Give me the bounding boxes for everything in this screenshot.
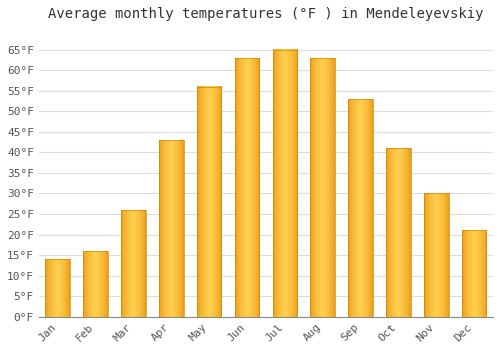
Bar xyxy=(386,148,410,317)
Bar xyxy=(159,140,184,317)
Bar xyxy=(121,210,146,317)
Bar xyxy=(234,58,260,317)
Bar xyxy=(424,194,448,317)
Bar xyxy=(310,58,335,317)
Bar xyxy=(84,251,108,317)
Bar xyxy=(272,50,297,317)
Bar xyxy=(46,259,70,317)
Bar xyxy=(197,86,222,317)
Title: Average monthly temperatures (°F ) in Mendeleyevskiy: Average monthly temperatures (°F ) in Me… xyxy=(48,7,484,21)
Bar xyxy=(462,231,486,317)
Bar xyxy=(348,99,373,317)
